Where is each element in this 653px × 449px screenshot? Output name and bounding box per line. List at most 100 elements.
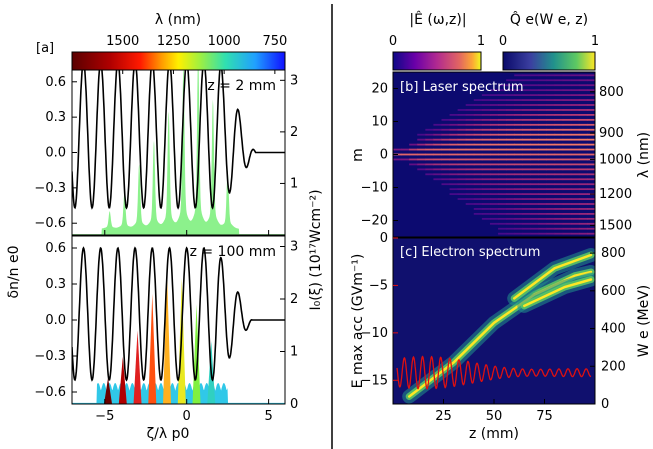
spectrum-band xyxy=(538,232,548,235)
spectrum-band xyxy=(554,227,564,230)
spectrum-band xyxy=(489,89,499,92)
y2-tick-label: 0 xyxy=(290,397,298,412)
spectrum-band xyxy=(514,222,523,225)
spectrum-band xyxy=(586,208,595,210)
spectrum-band xyxy=(554,173,564,176)
spectrum-band xyxy=(578,123,588,126)
spectrum-band xyxy=(530,133,539,136)
spectrum-band xyxy=(498,128,507,131)
spectrum-band xyxy=(554,118,564,121)
spectrum-band xyxy=(506,148,515,151)
spectrum-band xyxy=(457,109,467,111)
spectrum-band xyxy=(441,173,451,176)
y-tick-label: 0.6 xyxy=(45,75,66,90)
wavelength-cb-tick: 1000 xyxy=(208,34,241,49)
spectrum-band xyxy=(465,114,475,116)
spectrum-band xyxy=(530,84,539,87)
spectrum-band xyxy=(538,213,548,215)
spectrum-band xyxy=(481,99,491,101)
spectrum-band xyxy=(441,133,451,136)
spectrum-band xyxy=(562,94,572,96)
spectrum-band xyxy=(457,153,467,156)
spectrum-band xyxy=(489,128,499,131)
spectrum-band xyxy=(481,138,491,141)
spectrum-band xyxy=(562,79,572,82)
spectrum-band xyxy=(578,232,588,235)
spectrum-band xyxy=(578,158,588,161)
panel-a-bottom-plot xyxy=(72,246,285,404)
spectrum-band xyxy=(570,89,580,92)
spectrum-band xyxy=(546,168,556,171)
spectrum-band xyxy=(562,232,572,235)
m-axis-label: m xyxy=(350,148,366,162)
spectrum-band xyxy=(546,232,556,235)
spectrum-band xyxy=(546,203,556,205)
spectrum-band xyxy=(554,198,564,200)
spectrum-band xyxy=(514,153,523,156)
spectrum-band xyxy=(570,99,580,101)
spectrum-band xyxy=(441,118,451,121)
spectrum-band xyxy=(546,178,556,181)
spectrum-band xyxy=(393,158,402,161)
spectrum-band xyxy=(498,153,507,156)
spectrum-band xyxy=(554,232,564,235)
spectrum-band xyxy=(465,133,475,136)
spectrum-band xyxy=(425,138,434,141)
spectrum-band xyxy=(433,168,442,171)
spectrum-band xyxy=(522,193,531,195)
energy-tick-label: 400 xyxy=(601,322,626,337)
spectrum-band xyxy=(586,222,595,225)
spectrum-band xyxy=(473,208,483,210)
spectrum-band xyxy=(498,123,507,126)
spectrum-band xyxy=(514,104,523,106)
spectrum-band xyxy=(465,123,475,126)
spectrum-band xyxy=(506,104,515,106)
spectrum-band xyxy=(489,153,499,156)
spectrum-band xyxy=(586,109,595,111)
y2-tick-label: 3 xyxy=(290,240,298,255)
spectrum-band xyxy=(538,89,548,92)
spectrum-band xyxy=(570,148,580,151)
spectrum-band xyxy=(473,188,483,191)
spectrum-band xyxy=(570,183,580,186)
spectrum-band xyxy=(514,203,523,205)
spectrum-band xyxy=(586,74,595,77)
spectrum-band xyxy=(465,104,475,106)
spectrum-band xyxy=(489,163,499,166)
spectrum-band xyxy=(530,138,539,141)
spectrum-band xyxy=(506,213,515,215)
spectrum-band xyxy=(481,128,491,131)
spectrum-band xyxy=(570,173,580,176)
spectrum-band xyxy=(514,227,523,230)
spectrum-band xyxy=(554,94,564,96)
spectrum-band xyxy=(586,168,595,171)
spectrum-band xyxy=(562,217,572,220)
spectrum-band xyxy=(498,143,507,146)
electron-spectrum-heatmap xyxy=(402,248,595,404)
spectrum-band xyxy=(522,183,531,186)
spectrum-band xyxy=(489,118,499,121)
spectrum-band xyxy=(554,89,564,92)
spectrum-band xyxy=(546,213,556,215)
spectrum-band xyxy=(506,94,515,96)
wavelength-cb-tick: 1500 xyxy=(106,34,139,49)
spectrum-band xyxy=(514,183,523,186)
x-tick-label: 5 xyxy=(264,409,272,424)
spectrum-band xyxy=(465,193,475,195)
spectrum-band xyxy=(498,114,507,116)
charge-cb-tick-1: 1 xyxy=(591,34,599,49)
charge-colorbar-label: Q̂ e(W e, z) xyxy=(510,11,588,28)
spectrum-band xyxy=(578,188,588,191)
spectrum-band xyxy=(457,114,467,116)
lambda-tick-label: 1200 xyxy=(599,187,632,202)
wavelength-colorbar-label: λ (nm) xyxy=(155,12,201,28)
spectrum-band xyxy=(546,193,556,195)
spectrum-band xyxy=(465,203,475,205)
x-tick-label: −5 xyxy=(95,409,114,424)
spectrum-band xyxy=(578,198,588,200)
spectral-spike xyxy=(133,330,142,404)
spectrum-band xyxy=(562,123,572,126)
spectrum-band xyxy=(465,158,475,161)
spectrum-band xyxy=(538,104,548,106)
spectrum-band xyxy=(498,158,507,161)
